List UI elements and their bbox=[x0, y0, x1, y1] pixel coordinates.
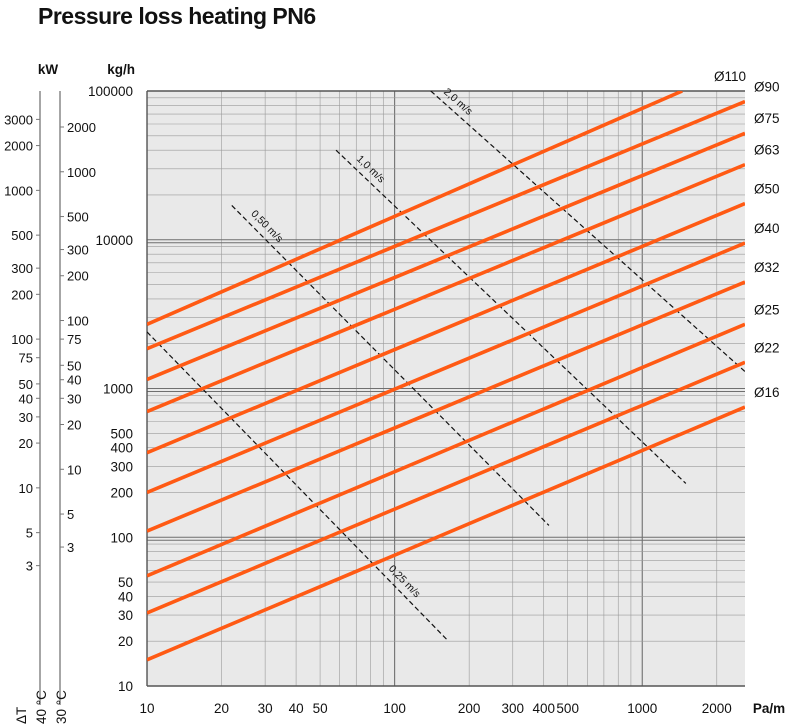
kw-tick-label: 2000 bbox=[67, 120, 96, 135]
kw-tick-label: 1000 bbox=[4, 183, 33, 198]
y-tick-label: 40 bbox=[118, 589, 133, 604]
kw-tick-label: 300 bbox=[11, 261, 33, 276]
x-tick-label: 400 bbox=[532, 701, 555, 716]
series-line bbox=[147, 280, 745, 533]
x-tick-label: 40 bbox=[289, 701, 304, 716]
x-tick-label: 1000 bbox=[627, 701, 657, 716]
kw-tick-label: 20 bbox=[19, 436, 33, 451]
x-tick-label: 300 bbox=[502, 701, 525, 716]
kw-tick-label: 30 bbox=[67, 391, 81, 406]
kw-tick-label: 10 bbox=[67, 462, 81, 477]
series-line bbox=[147, 99, 745, 351]
velocity-line bbox=[335, 149, 687, 484]
y-tick-label: 10000 bbox=[95, 233, 133, 248]
y-tick-label: 100000 bbox=[88, 84, 133, 99]
kw-tick-label: 5 bbox=[26, 526, 33, 541]
series-line bbox=[147, 162, 745, 414]
kw-axis-label: kW bbox=[38, 62, 59, 77]
kw-tick-label: 5 bbox=[67, 507, 74, 522]
delta-t-value: 30 °C bbox=[54, 690, 69, 724]
series-label: Ø63 bbox=[754, 143, 780, 158]
y-tick-label: 500 bbox=[110, 426, 133, 441]
series-line bbox=[147, 201, 745, 455]
chart-title: Pressure loss heating PN6 bbox=[38, 3, 316, 29]
y-tick-label: 100 bbox=[110, 530, 133, 545]
x-tick-label: 100 bbox=[383, 701, 406, 716]
kw-tick-label: 50 bbox=[67, 358, 81, 373]
series-label: Ø22 bbox=[754, 340, 780, 355]
y-tick-label: 1000 bbox=[103, 382, 133, 397]
series-line bbox=[147, 322, 745, 578]
series-label: Ø25 bbox=[754, 302, 780, 317]
kw-tick-label: 20 bbox=[67, 417, 81, 432]
x-tick-label: 500 bbox=[556, 701, 579, 716]
series-label: Ø110 bbox=[714, 69, 746, 84]
y-tick-label: 30 bbox=[118, 608, 133, 623]
kw-tick-label: 30 bbox=[19, 410, 33, 425]
y-tick-label: 20 bbox=[118, 634, 133, 649]
kw-tick-label: 40 bbox=[67, 373, 81, 388]
y-tick-label: 300 bbox=[110, 459, 133, 474]
kw-tick-label: 2000 bbox=[4, 139, 33, 154]
series-line bbox=[147, 405, 745, 662]
y-axis-label: kg/h bbox=[107, 62, 135, 77]
y-tick-label: 400 bbox=[110, 441, 133, 456]
x-tick-label: 10 bbox=[139, 701, 154, 716]
y-tick-label: 50 bbox=[118, 575, 133, 590]
series-label: Ø40 bbox=[754, 221, 780, 236]
series-label: Ø32 bbox=[754, 260, 780, 275]
series-line bbox=[147, 131, 745, 382]
series-line bbox=[147, 241, 745, 495]
kw-tick-label: 200 bbox=[67, 269, 89, 284]
pipe-series bbox=[147, 91, 745, 662]
kw-tick-label: 75 bbox=[19, 351, 33, 366]
series-line bbox=[147, 91, 683, 326]
kw-tick-label: 75 bbox=[67, 332, 81, 347]
x-axis-label: Pa/m bbox=[753, 701, 785, 716]
x-tick-label: 30 bbox=[258, 701, 273, 716]
kw-tick-label: 40 bbox=[19, 391, 33, 406]
y-tick-label: 200 bbox=[110, 485, 133, 500]
x-tick-label: 50 bbox=[313, 701, 328, 716]
delta-t-label: ΔT bbox=[14, 707, 29, 724]
x-tick-label: 2000 bbox=[702, 701, 732, 716]
kw-tick-label: 50 bbox=[19, 377, 33, 392]
kw-tick-label: 200 bbox=[11, 287, 33, 302]
series-label: Ø75 bbox=[754, 111, 780, 126]
kw-tick-label: 10 bbox=[19, 481, 33, 496]
kw-tick-label: 3 bbox=[67, 540, 74, 555]
y-tick-label: 10 bbox=[118, 679, 133, 694]
series-line bbox=[147, 360, 745, 615]
kw-tick-label: 3000 bbox=[4, 112, 33, 127]
kw-tick-label: 500 bbox=[67, 210, 89, 225]
series-label: Ø50 bbox=[754, 182, 780, 197]
kw-tick-label: 100 bbox=[11, 332, 33, 347]
kw-tick-label: 100 bbox=[67, 314, 89, 329]
x-tick-label: 20 bbox=[214, 701, 229, 716]
kw-tick-label: 300 bbox=[67, 243, 89, 258]
velocity-line bbox=[231, 205, 550, 526]
x-tick-label: 200 bbox=[458, 701, 481, 716]
kw-tick-label: 500 bbox=[11, 228, 33, 243]
series-label: Ø16 bbox=[754, 385, 780, 400]
kw-tick-label: 3 bbox=[26, 559, 33, 574]
kw-tick-label: 1000 bbox=[67, 165, 96, 180]
delta-t-value: 40 °C bbox=[34, 690, 49, 724]
series-label: Ø90 bbox=[754, 79, 780, 94]
